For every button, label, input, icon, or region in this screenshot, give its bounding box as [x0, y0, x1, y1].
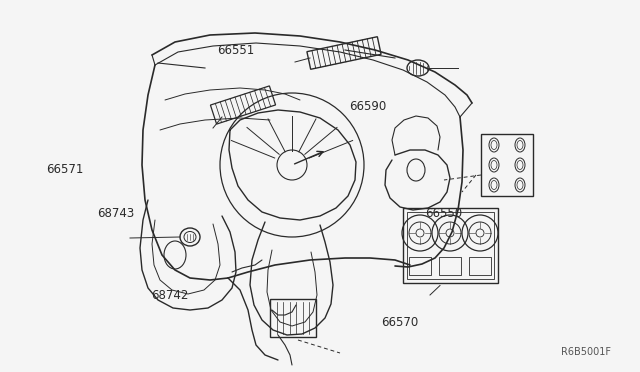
Text: 66571: 66571 [46, 163, 83, 176]
Text: R6B5001F: R6B5001F [561, 347, 611, 356]
Bar [307, 37, 381, 69]
Text: 68743: 68743 [97, 208, 134, 220]
Bar [481, 134, 533, 196]
Text: 68742: 68742 [152, 289, 189, 302]
Bar [469, 257, 491, 275]
Bar [439, 257, 461, 275]
Text: 66551: 66551 [218, 44, 255, 57]
Text: 66570: 66570 [381, 317, 418, 329]
Bar [403, 208, 497, 282]
Bar [211, 86, 276, 124]
Bar [406, 212, 493, 279]
Bar [409, 257, 431, 275]
Text: 66550: 66550 [426, 208, 463, 220]
Text: 66590: 66590 [349, 100, 386, 112]
Bar [270, 299, 316, 337]
